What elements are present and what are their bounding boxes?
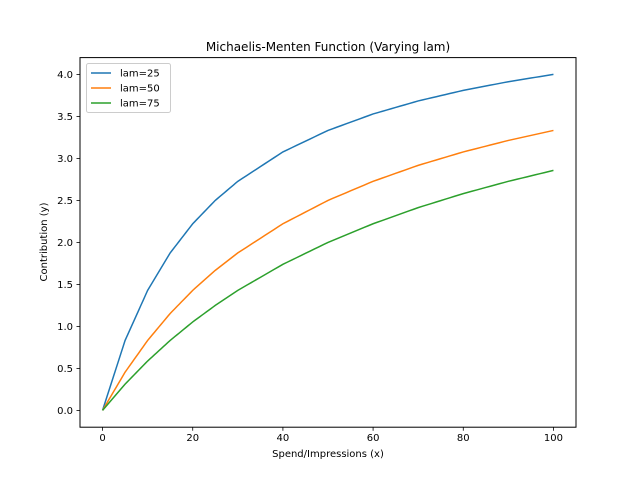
chart-title: Michaelis-Menten Function (Varying lam) [206,40,450,54]
y-tick-label: 2.5 [57,196,73,207]
y-tick-label: 1.0 [57,322,73,333]
x-axis-label: Spend/Impressions (x) [272,449,384,460]
y-tick-label: 3.5 [57,112,73,123]
x-tick-label: 60 [367,433,380,444]
series-line-lam-75 [101,169,554,411]
x-axis-ticks: 0 20 40 60 80 100 [99,427,563,444]
legend-box [86,63,171,113]
x-tick-label: 0 [99,433,105,444]
series-line-lam-50 [101,129,554,411]
y-tick-label: 4.0 [57,70,73,81]
legend-label: lam=25 [120,69,160,80]
y-tick-label: 0.0 [57,406,73,417]
x-tick-label: 100 [544,433,563,444]
y-tick-label: 3.0 [57,154,73,165]
x-tick-label: 20 [186,433,199,444]
x-tick-label: 80 [457,433,470,444]
series-layer [101,73,554,411]
y-axis-ticks: 0.0 0.5 1.0 1.5 2.0 2.5 3.0 3.5 4.0 [57,70,80,417]
legend: lam=25 lam=50 lam=75 [86,63,171,113]
series-line-lam-25 [101,73,554,411]
legend-label: lam=50 [120,84,160,95]
legend-label: lam=75 [120,99,160,110]
y-axis-label: Contribution (y) [39,202,50,281]
y-tick-label: 0.5 [57,364,73,375]
y-tick-label: 1.5 [57,280,73,291]
y-tick-label: 2.0 [57,238,73,249]
x-tick-label: 40 [277,433,290,444]
